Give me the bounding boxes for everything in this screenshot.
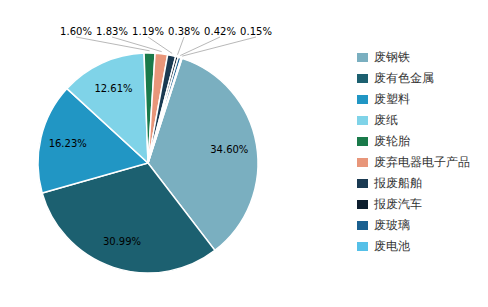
svg-text:34.60%: 34.60% [210, 144, 248, 155]
svg-text:1.19%: 1.19% [132, 26, 164, 37]
svg-text:16.23%: 16.23% [49, 138, 87, 149]
html-text:废玻璃: 废玻璃 [374, 217, 410, 232]
svg-text:0.38%: 0.38% [168, 26, 200, 37]
svg-text:0.15%: 0.15% [240, 26, 272, 37]
html-text:废纸: 废纸 [374, 112, 398, 127]
html-text:废电池: 废电池 [374, 238, 410, 253]
svg-text:0.42%: 0.42% [204, 26, 236, 37]
html-text:报废船舶: 报废船舶 [374, 175, 422, 190]
html-text:废塑料: 废塑料 [374, 91, 410, 106]
html-text:废轮胎: 废轮胎 [374, 133, 410, 148]
svg-text:1.83%: 1.83% [96, 26, 128, 37]
svg-text:12.61%: 12.61% [94, 83, 132, 94]
svg-text:1.60%: 1.60% [60, 26, 92, 37]
html-text:废有色金属: 废有色金属 [374, 70, 434, 85]
html-text:废钢铁: 废钢铁 [374, 49, 410, 64]
html-text:废弃电器电子产品: 废弃电器电子产品 [374, 154, 470, 169]
html-text:报废汽车: 报废汽车 [374, 196, 422, 211]
svg-text:30.99%: 30.99% [103, 236, 141, 247]
